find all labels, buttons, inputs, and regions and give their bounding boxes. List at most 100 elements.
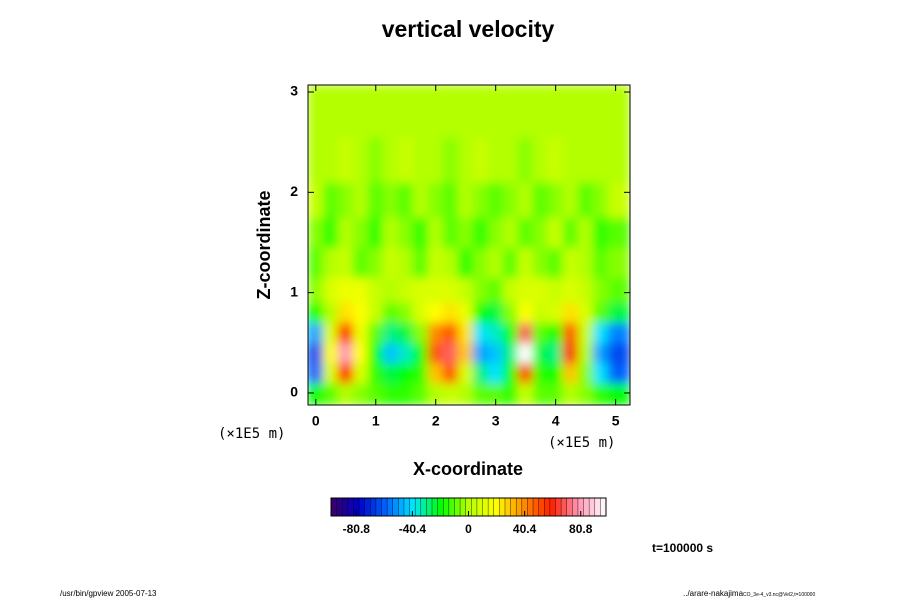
cell: [577, 382, 594, 405]
colorbar-tick-label: -40.4: [399, 522, 427, 536]
cell: [337, 277, 354, 304]
colorbar-band: [521, 498, 528, 516]
y-unit: (×1E5 m): [218, 426, 285, 442]
field-cells: [308, 85, 630, 405]
cell: [337, 342, 354, 364]
cell: [322, 85, 339, 138]
cell: [487, 277, 504, 304]
y-tick-label: 0: [290, 384, 298, 400]
cell: [352, 322, 369, 344]
cell: [487, 181, 504, 218]
cell: [308, 277, 324, 304]
cell: [502, 181, 519, 218]
cell: [427, 247, 444, 279]
x-axis-label: X-coordinate: [413, 459, 523, 479]
cell: [502, 216, 519, 249]
footer-left: /usr/bin/gpview 2005-07-13: [60, 589, 157, 598]
cell: [502, 322, 519, 344]
cell: [547, 247, 564, 279]
cell: [547, 85, 564, 138]
field: [308, 85, 630, 405]
cell: [308, 382, 324, 405]
cell: [367, 362, 384, 384]
cell: [427, 302, 444, 324]
cell: [577, 216, 594, 249]
cell: [592, 322, 609, 344]
cell: [472, 382, 489, 405]
cell: [577, 342, 594, 364]
cell: [397, 302, 414, 324]
cell: [502, 277, 519, 304]
colorbar-band: [375, 498, 383, 516]
cell: [532, 181, 549, 218]
cell: [607, 85, 630, 138]
colorbar-band: [594, 498, 601, 516]
cell: [562, 322, 579, 344]
cell: [308, 362, 324, 384]
cell: [502, 85, 519, 138]
cell: [487, 362, 504, 384]
cell: [472, 216, 489, 249]
cell: [577, 277, 594, 304]
cell: [322, 362, 339, 384]
colorbar-band: [392, 498, 399, 516]
cell: [562, 247, 579, 279]
cell: [487, 85, 504, 138]
cell: [382, 302, 399, 324]
colorbar-band: [544, 498, 551, 516]
colorbar-band: [448, 498, 455, 516]
cell: [322, 216, 339, 249]
cell: [337, 322, 354, 344]
cell: [532, 216, 549, 249]
cell: [337, 302, 354, 324]
cell: [427, 85, 444, 138]
cell: [487, 216, 504, 249]
chart-title: vertical velocity: [382, 16, 555, 42]
cell: [352, 382, 369, 405]
cell: [442, 216, 459, 249]
cell: [517, 247, 534, 279]
cell: [412, 247, 429, 279]
colorbar-band: [359, 498, 366, 516]
cell: [562, 382, 579, 405]
cell: [517, 302, 534, 324]
cell: [547, 342, 564, 364]
colorbar-tick-label: 0: [465, 522, 472, 536]
cell: [457, 136, 474, 183]
cell: [352, 247, 369, 279]
cell: [442, 362, 459, 384]
cell: [382, 342, 399, 364]
cell: [517, 322, 534, 344]
cell: [382, 216, 399, 249]
cell: [397, 322, 414, 344]
cell: [457, 382, 474, 405]
colorbar-band: [370, 498, 377, 516]
footer-right: ../arare-nakajimaCO_3e-4_v3.nc@Vel2,t=10…: [683, 589, 815, 598]
cell: [308, 136, 324, 183]
cell: [337, 136, 354, 183]
cell: [532, 382, 549, 405]
cell: [382, 277, 399, 304]
colorbar-band: [347, 498, 354, 516]
cell: [308, 342, 324, 364]
cell: [337, 216, 354, 249]
cell: [457, 181, 474, 218]
time-label: t=100000 s: [652, 541, 713, 555]
axes: 0 1 2 3 4 5 0 1 2 3: [290, 83, 631, 429]
colorbar-band: [437, 498, 444, 516]
cell: [442, 342, 459, 364]
cell: [352, 342, 369, 364]
cell: [322, 302, 339, 324]
cell: [562, 136, 579, 183]
colorbar-band: [549, 498, 556, 516]
cell: [397, 362, 414, 384]
cell: [382, 247, 399, 279]
cell: [367, 382, 384, 405]
cell: [562, 181, 579, 218]
cell: [352, 277, 369, 304]
colorbar-band: [482, 498, 489, 516]
cell: [367, 277, 384, 304]
cell: [457, 342, 474, 364]
cell: [367, 85, 384, 138]
